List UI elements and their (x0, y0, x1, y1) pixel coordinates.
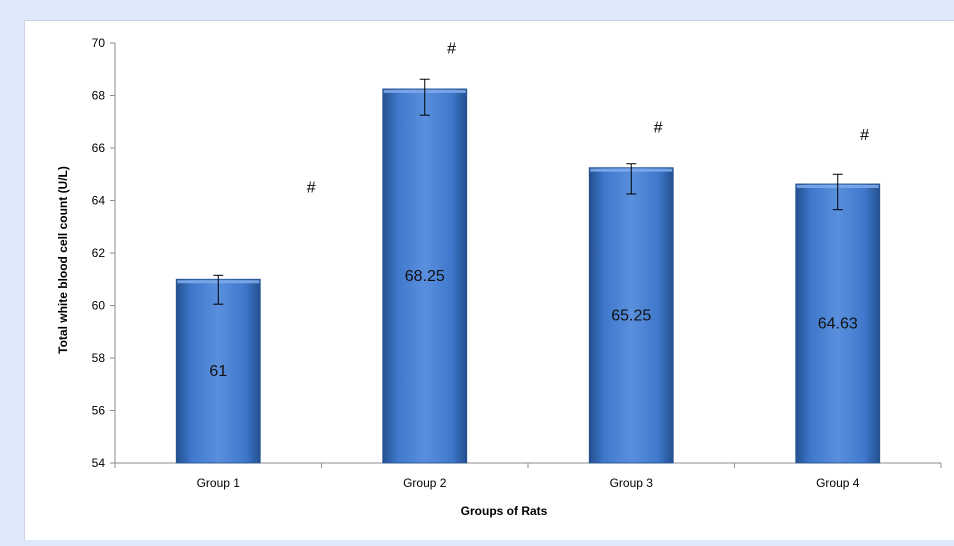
significance-marker: # (307, 180, 316, 197)
annotations: # # # # (307, 41, 869, 197)
x-axis-title: Groups of Rats (461, 504, 548, 518)
x-tick-label: Group 2 (403, 476, 447, 490)
y-tick-label: 64 (92, 194, 106, 208)
y-axis: 54 56 58 60 62 64 66 68 70 (92, 36, 116, 470)
x-tick-label: Group 4 (816, 476, 860, 490)
y-tick-label: 62 (92, 246, 106, 260)
error-bars (213, 78, 843, 305)
data-label: 61 (209, 363, 227, 380)
y-tick-label: 58 (92, 351, 106, 365)
x-axis: Group 1 Group 2 Group 3 Group 4 (114, 462, 942, 490)
x-tick-label: Group 1 (197, 476, 241, 490)
y-tick-label: 68 (92, 89, 106, 103)
chart-frame: 54 56 58 60 62 64 66 68 70 Group 1 Group 2 Group 3… (24, 20, 954, 540)
bars (175, 88, 881, 464)
significance-marker: # (860, 127, 869, 144)
y-tick-label: 56 (92, 404, 106, 418)
bar (588, 167, 674, 464)
bar (795, 183, 881, 464)
y-tick-label: 66 (92, 141, 106, 155)
significance-marker: # (447, 41, 456, 58)
y-axis-title: Total white blood cell count (U/L) (56, 166, 70, 354)
y-tick-label: 60 (92, 299, 106, 313)
x-tick-label: Group 3 (610, 476, 654, 490)
y-tick-label: 70 (92, 36, 106, 50)
bar-chart: 54 56 58 60 62 64 66 68 70 Group 1 Group 2 Group 3… (56, 36, 942, 518)
data-label: 68.25 (405, 268, 445, 285)
significance-marker: # (654, 119, 663, 136)
value-labels: 61 68.25 65.25 64.63 (209, 268, 858, 380)
bar (175, 278, 261, 464)
y-tick-label: 54 (92, 456, 106, 470)
data-label: 64.63 (818, 315, 858, 332)
data-label: 65.25 (611, 307, 651, 324)
